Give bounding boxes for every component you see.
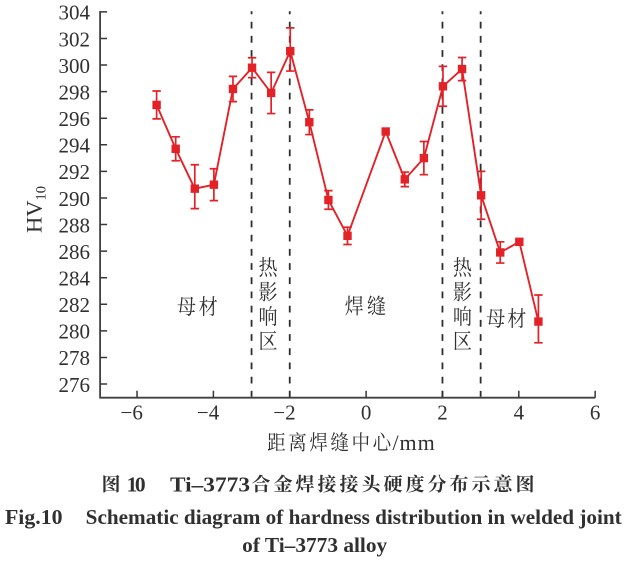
svg-text:10: 10 — [127, 472, 146, 496]
svg-text:288: 288 — [59, 213, 91, 237]
svg-text:0: 0 — [361, 401, 372, 425]
svg-text:302: 302 — [59, 27, 91, 51]
svg-text:284: 284 — [59, 267, 91, 291]
svg-text:2: 2 — [437, 401, 448, 425]
svg-text:300: 300 — [59, 54, 91, 78]
svg-text:4: 4 — [514, 401, 525, 425]
svg-text:294: 294 — [59, 134, 91, 158]
svg-text:292: 292 — [59, 160, 91, 184]
svg-text:−4: −4 — [197, 401, 220, 425]
svg-text:290: 290 — [59, 187, 91, 211]
svg-text:296: 296 — [59, 107, 91, 131]
svg-text:of Ti–3773 alloy: of Ti–3773 alloy — [242, 533, 388, 557]
svg-text:278: 278 — [59, 346, 91, 370]
svg-text:/mm: /mm — [393, 430, 435, 455]
svg-text:282: 282 — [59, 293, 91, 317]
svg-text:276: 276 — [59, 373, 91, 397]
svg-text:304: 304 — [59, 1, 91, 25]
svg-text:HV10: HV10 — [22, 186, 50, 233]
svg-text:298: 298 — [59, 80, 91, 104]
svg-text:−2: −2 — [273, 401, 295, 425]
svg-text:−6: −6 — [121, 401, 143, 425]
svg-text:Fig.10: Fig.10 — [5, 505, 63, 529]
svg-text:280: 280 — [59, 320, 91, 344]
svg-text:286: 286 — [59, 240, 91, 264]
svg-text:Schematic diagram of hardness: Schematic diagram of hardness distributi… — [86, 505, 622, 529]
svg-text:Ti–3773: Ti–3773 — [170, 472, 250, 496]
svg-text:6: 6 — [590, 401, 601, 425]
